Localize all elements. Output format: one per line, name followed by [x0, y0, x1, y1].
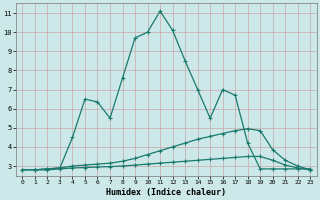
X-axis label: Humidex (Indice chaleur): Humidex (Indice chaleur) [106, 188, 226, 197]
